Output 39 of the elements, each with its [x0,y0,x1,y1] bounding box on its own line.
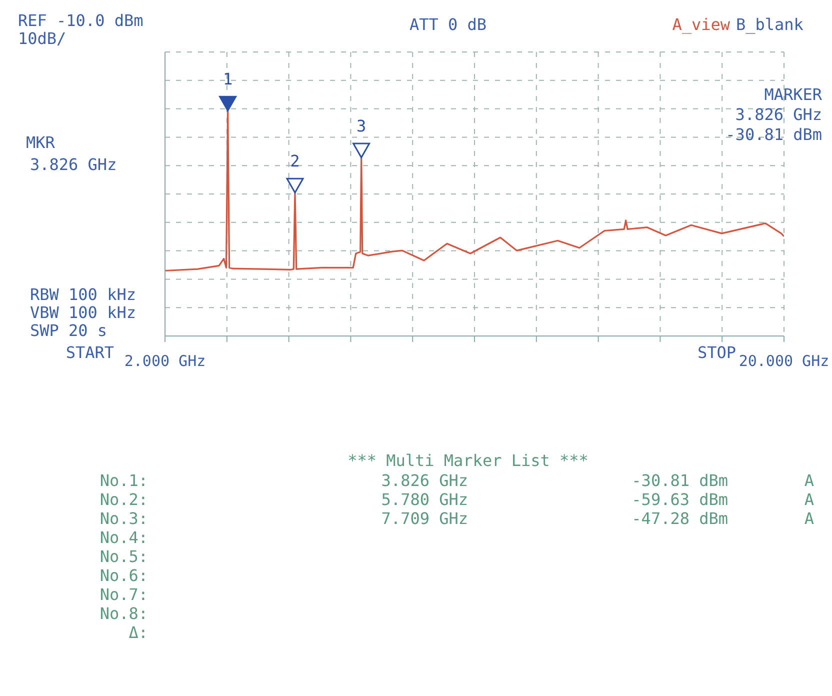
x-tick-label: 20.000 GHz [738,352,830,370]
text: A [804,471,814,490]
text: RBW 100 kHz [30,285,136,304]
text: SWP 20 s [30,321,108,340]
text: A [804,509,814,528]
text: START [66,343,114,362]
annotation: -30.81 dBm [726,125,822,144]
text: 7.709 GHz [381,509,468,528]
text: -59.63 dBm [632,490,728,509]
text: STOP [697,343,736,362]
text: No.3: [100,509,148,528]
annotation: 2 [290,152,300,171]
text: REF -10.0 dBm [18,11,144,30]
text: MARKER [764,85,822,104]
text: VBW 100 kHz [30,303,136,322]
text: 3.826 GHz [30,155,117,174]
text: 5.780 GHz [381,490,468,509]
text: 3.826 GHz [381,471,468,490]
annotation: 1 [222,70,233,89]
text: No.5: [100,547,148,566]
text: ATT 0 dB [409,15,487,34]
text: -47.28 dBm [632,509,728,528]
text: A_view [672,15,730,34]
text: No.8: [100,604,148,623]
text: No.2: [100,490,148,509]
annotation: 3.826 GHz [735,105,822,124]
text: A [804,490,814,509]
text: *** Multi Marker List *** [348,451,588,470]
text: MKR [26,133,56,152]
text: No.6: [100,566,148,585]
x-tick-label: 2.000 GHz [124,352,206,370]
text: No.4: [100,528,148,547]
text: B_blank [736,15,804,34]
text: No.7: [100,585,148,604]
annotation: 3 [356,116,366,136]
text: Δ: [128,623,148,642]
text: -30.81 dBm [632,471,728,490]
text: 10dB/ [18,29,66,48]
text: No.1: [100,471,148,490]
